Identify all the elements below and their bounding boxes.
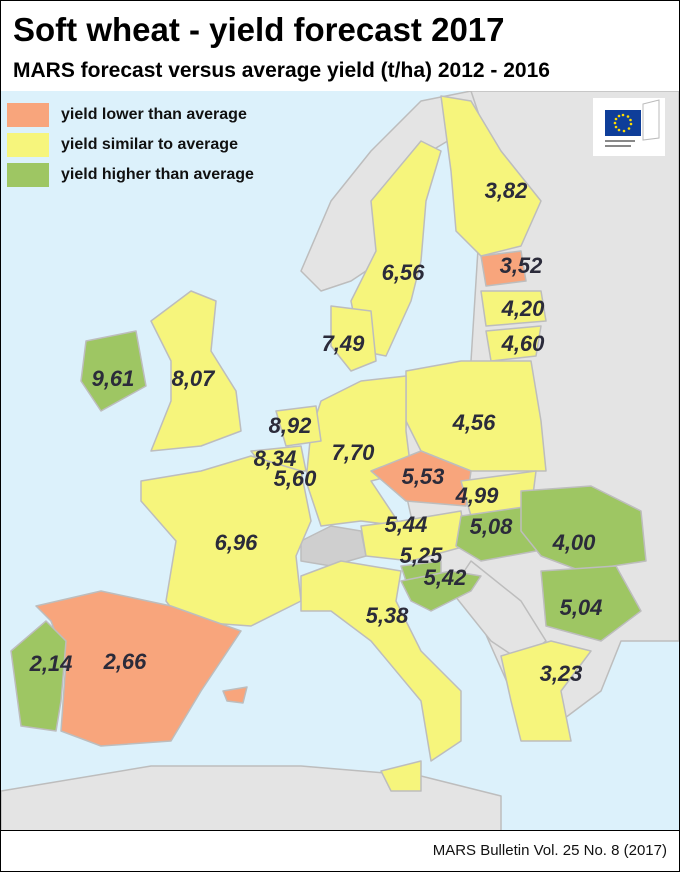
sweden	[350, 140, 442, 357]
finland	[440, 95, 542, 257]
page-title: Soft wheat - yield forecast 2017	[13, 11, 505, 48]
yield-value-at: 5,44	[384, 512, 428, 537]
yield-value-pl: 4,56	[452, 410, 496, 435]
yield-value-fr: 6,96	[214, 530, 258, 555]
greece	[500, 640, 592, 742]
netherlands	[275, 405, 322, 447]
yield-value-be: 8,34	[253, 446, 297, 471]
croatia	[400, 570, 482, 612]
yield-value-cz: 5,53	[401, 464, 445, 489]
legend-swatch	[7, 163, 49, 187]
sicily	[380, 760, 422, 792]
uk	[150, 290, 242, 452]
legend-swatch	[7, 103, 49, 127]
denmark	[330, 305, 377, 372]
legend-item-lower: yield lower than average	[7, 103, 247, 127]
yield-value-lt: 4,60	[501, 331, 545, 356]
legend-item-higher: yield higher than average	[7, 163, 254, 187]
italy	[300, 560, 462, 762]
page-subtitle: MARS forecast versus average yield (t/ha…	[13, 59, 550, 82]
yield-value-pt: 2,14	[29, 651, 73, 676]
yield-value-dk: 7,49	[321, 331, 365, 356]
hungary	[455, 505, 537, 562]
yield-value-sk: 4,99	[455, 483, 499, 508]
yield-value-gr: 3,23	[539, 661, 583, 686]
yield-value-ee: 3,52	[499, 253, 543, 278]
yield-value-fi: 3,82	[484, 178, 528, 203]
yield-value-lv: 4,20	[501, 296, 545, 321]
ireland	[80, 330, 147, 412]
north-africa	[1, 765, 502, 831]
bulgaria	[540, 565, 642, 642]
lithuania	[485, 325, 542, 362]
legend-swatch	[7, 133, 49, 157]
yield-value-si: 5,25	[399, 543, 443, 568]
portugal	[10, 620, 67, 732]
yield-value-de: 7,70	[331, 440, 375, 465]
europe-map	[1, 91, 679, 831]
latvia	[480, 290, 547, 327]
european-commission-logo	[593, 98, 665, 156]
yield-value-se: 6,56	[381, 260, 425, 285]
germany	[305, 375, 412, 527]
estonia	[480, 250, 527, 287]
poland	[405, 360, 547, 472]
yield-value-ro: 4,00	[552, 530, 596, 555]
footer-citation: MARS Bulletin Vol. 25 No. 8 (2017)	[432, 842, 667, 859]
footer: MARS Bulletin Vol. 25 No. 8 (2017)	[1, 830, 679, 871]
yield-value-hu: 5,08	[469, 514, 513, 539]
balearics	[222, 686, 248, 704]
yield-value-ie: 9,61	[91, 366, 135, 391]
yield-value-bg: 5,04	[559, 595, 603, 620]
yield-value-it: 5,38	[365, 603, 409, 628]
legend-item-similar: yield similar to average	[7, 133, 238, 157]
yield-value-uk: 8,07	[171, 366, 215, 391]
yield-value-lu: 5,60	[273, 466, 317, 491]
yield-value-nl: 8,92	[268, 413, 312, 438]
yield-value-hr: 5,42	[423, 565, 467, 590]
yield-value-es: 2,66	[103, 649, 147, 674]
